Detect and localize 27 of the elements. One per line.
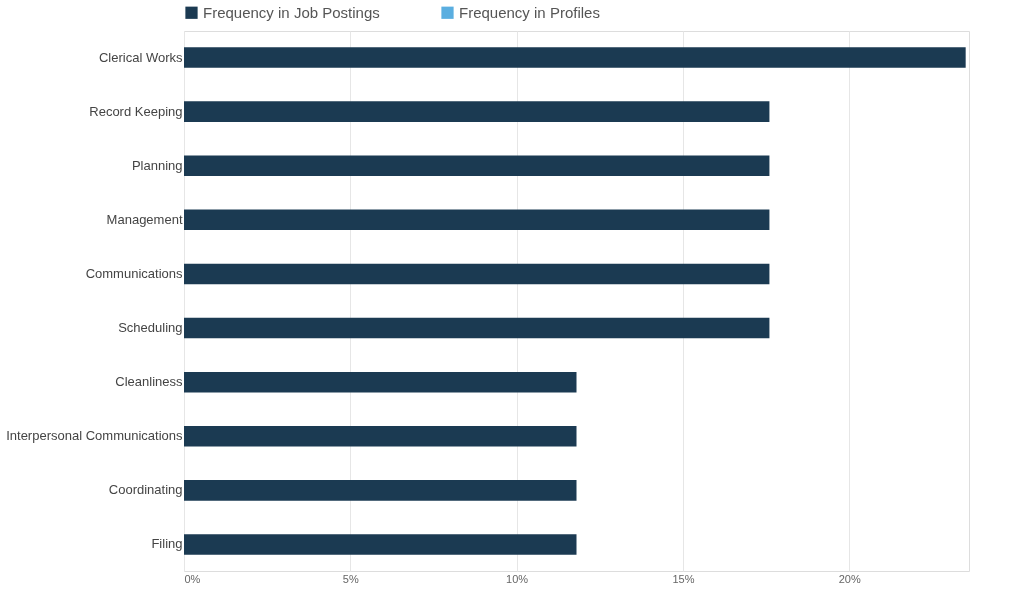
bar xyxy=(184,101,770,122)
bar xyxy=(184,209,770,231)
y-tick-label: Scheduling xyxy=(118,320,183,336)
bar xyxy=(184,534,577,555)
bar xyxy=(184,263,770,285)
x-tick-label: 5% xyxy=(342,572,359,585)
bar xyxy=(184,155,770,177)
y-tick-label: Coordinating xyxy=(108,482,183,498)
legend-label: Frequency in Profiles xyxy=(459,3,600,21)
y-tick-label: Interpersonal Communications xyxy=(6,428,183,444)
x-tick-label: 15% xyxy=(672,572,695,585)
y-tick-label: Cleanliness xyxy=(115,374,183,390)
y-tick-label: Planning xyxy=(131,157,183,173)
y-tick-label: Filing xyxy=(151,536,183,552)
y-tick-label: Communications xyxy=(85,265,183,281)
legend-label: Frequency in Job Postings xyxy=(203,3,380,21)
y-tick-label: Management xyxy=(106,211,183,227)
x-tick-label: 10% xyxy=(506,572,529,585)
x-tick-label: 0% xyxy=(184,572,201,585)
bar xyxy=(184,371,577,393)
bar xyxy=(184,480,577,501)
y-tick-label: Record Keeping xyxy=(89,103,183,119)
x-tick-label: 20% xyxy=(838,572,861,585)
bar xyxy=(184,425,577,447)
bar xyxy=(184,47,966,68)
bar xyxy=(184,317,770,339)
y-tick-label: Clerical Works xyxy=(98,49,183,65)
